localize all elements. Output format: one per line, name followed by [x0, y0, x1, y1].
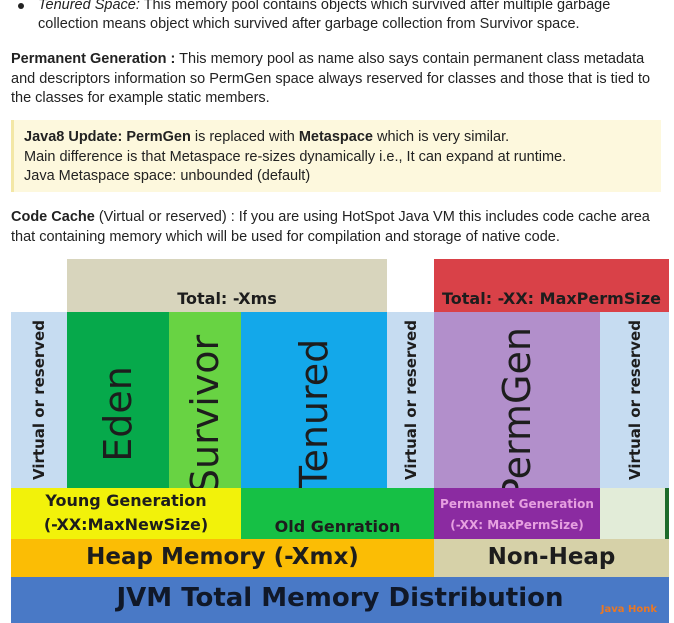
- young-generation-block: Young Generation (-XX:MaxNewSize): [11, 488, 241, 539]
- java-honk-watermark: Java Honk: [600, 604, 657, 615]
- virtual-reserved-label: Virtual or reserved: [30, 320, 48, 480]
- heap-memory-label: Heap Memory (-Xmx): [86, 544, 359, 570]
- note-text: which is very similar.: [372, 129, 510, 145]
- survivor-column: Survivor: [169, 312, 241, 493]
- total-xms-label: Total: -Xms: [177, 289, 277, 308]
- permanent-generation-flag: (-XX: MaxPermSize): [450, 518, 584, 532]
- virtual-reserved-young-column: Virtual or reserved: [11, 312, 67, 488]
- old-generation-block: Old Genration: [241, 488, 434, 539]
- non-heap-block: Non-Heap: [434, 539, 669, 577]
- bullet-text: Tenured Space: This memory pool contains…: [38, 0, 658, 34]
- eden-column: Eden: [67, 312, 169, 488]
- eden-label: Eden: [96, 366, 140, 462]
- virtual-reserved-label: Virtual or reserved: [401, 320, 420, 480]
- virtual-reserved-old-column: Virtual or reserved: [387, 312, 434, 488]
- jvm-total-label: JVM Total Memory Distribution: [116, 583, 564, 613]
- total-xms-header: Total: -Xms: [67, 259, 387, 312]
- right-edge-line: [665, 488, 669, 539]
- generation-blank-right: [600, 488, 669, 539]
- note-java8-permgen: Java8 Update: PermGen: [24, 129, 191, 145]
- survivor-label: Survivor: [183, 334, 227, 494]
- tenured-space-bullet: Tenured Space: This memory pool contains…: [18, 0, 658, 34]
- heap-memory-block: Heap Memory (-Xmx): [11, 539, 434, 577]
- permgen-column: PermGen: [434, 312, 600, 501]
- total-permsize-label: Total: -XX: MaxPermSize: [441, 289, 661, 308]
- tenured-space-description: This memory pool contains objects which …: [38, 0, 611, 32]
- permanent-generation-term: Permanent Generation :: [11, 51, 176, 67]
- header-blank-middle: [387, 259, 434, 312]
- virtual-reserved-perm-column: Virtual or reserved: [600, 312, 669, 488]
- permanent-generation-block: Permannet Generation (-XX: MaxPermSize): [434, 488, 600, 539]
- tenured-label: Tenured: [292, 338, 336, 490]
- jvm-memory-diagram: Total: -Xms Total: -XX: MaxPermSize Virt…: [11, 259, 669, 623]
- note-metaspace: Metaspace: [298, 129, 373, 145]
- code-cache-paragraph: Code Cache (Virtual or reserved) : If yo…: [11, 208, 661, 247]
- permanent-generation-paragraph: Permanent Generation : This memory pool …: [11, 50, 661, 109]
- note-text: is replaced with: [190, 129, 299, 145]
- note-line-1: Java8 Update: PermGen is replaced with M…: [24, 128, 661, 148]
- note-line-2: Main difference is that Metaspace re-siz…: [24, 148, 567, 165]
- permanent-generation-description: This memory pool as name also says conta…: [11, 51, 651, 106]
- tenured-column: Tenured: [241, 312, 387, 490]
- young-generation-label: Young Generation: [45, 491, 207, 510]
- permgen-label: PermGen: [495, 327, 539, 501]
- non-heap-label: Non-Heap: [487, 544, 616, 570]
- code-cache-term: Code Cache: [11, 209, 95, 225]
- java8-update-note: Java8 Update: PermGen is replaced with M…: [11, 120, 661, 192]
- code-cache-description: (Virtual or reserved) : If you are using…: [11, 209, 650, 245]
- tenured-space-term: Tenured Space:: [38, 0, 140, 13]
- total-permsize-header: Total: -XX: MaxPermSize: [434, 259, 669, 312]
- note-line-3: Java Metaspace space: unbounded (default…: [24, 168, 311, 184]
- bullet-dot: [18, 3, 24, 9]
- header-blank-left: [11, 259, 67, 312]
- young-generation-flag: (-XX:MaxNewSize): [43, 515, 209, 534]
- permanent-generation-label: Permannet Generation: [440, 497, 594, 511]
- virtual-reserved-label: Virtual or reserved: [625, 320, 644, 480]
- old-generation-label: Old Genration: [274, 517, 401, 536]
- jvm-total-block: JVM Total Memory Distribution Java Honk: [11, 577, 669, 623]
